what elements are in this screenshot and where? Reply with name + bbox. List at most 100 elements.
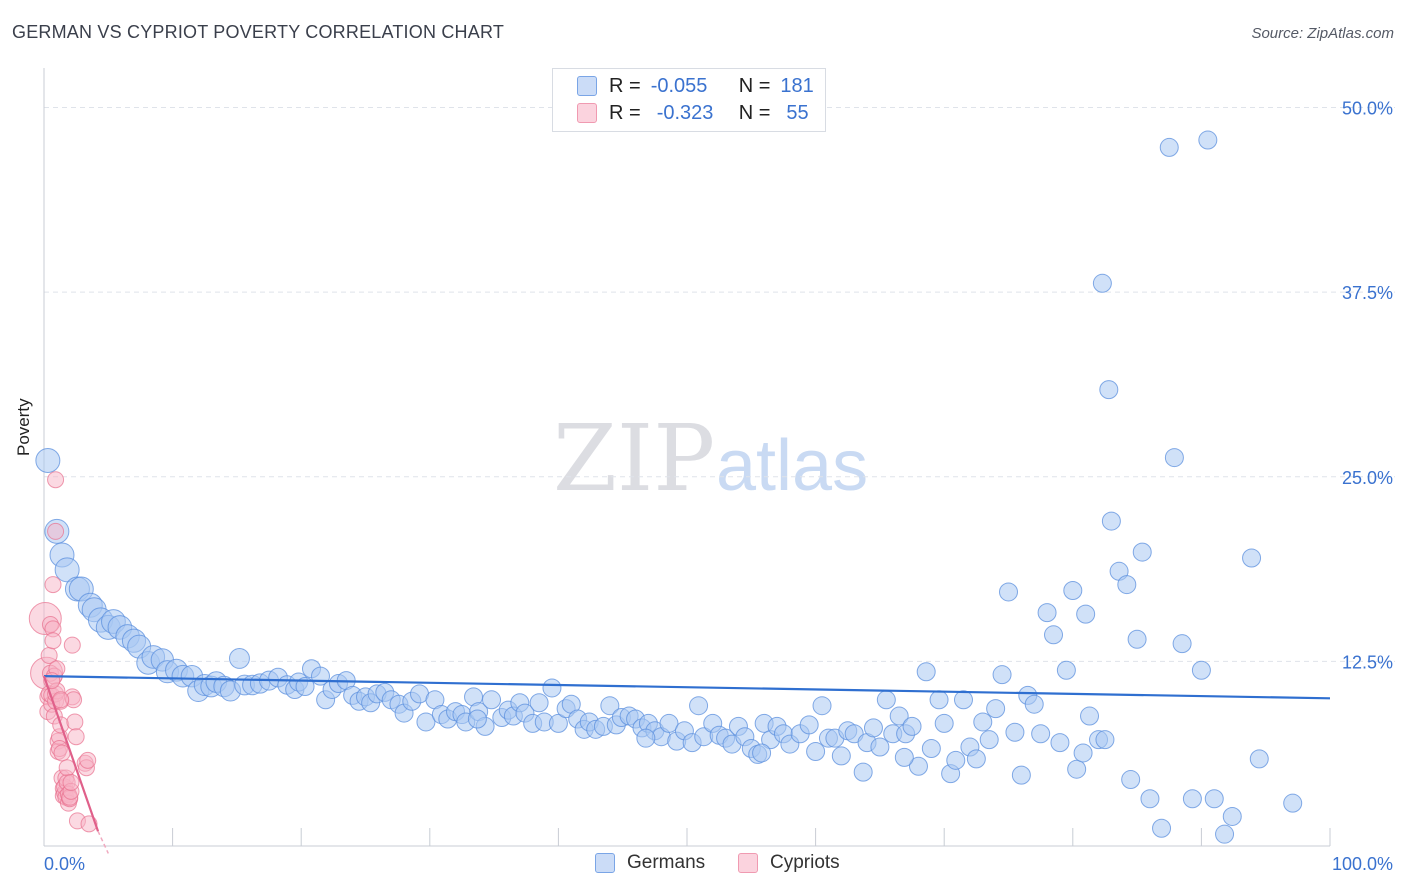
x-tick-label: 100.0% <box>1332 854 1393 874</box>
german-point <box>752 743 772 763</box>
german-point <box>54 557 80 583</box>
german-point <box>1092 273 1112 293</box>
german-point <box>1172 634 1192 654</box>
y-tick-label: 50.0% <box>1342 99 1393 119</box>
correlation-legend: R = -0.055 N = 181 R = -0.323 N = 55 <box>552 68 826 132</box>
legend-swatch-germans <box>577 76 597 96</box>
german-point <box>986 699 1006 719</box>
german-point <box>659 713 679 733</box>
watermark-atlas: atlas <box>716 426 868 506</box>
german-point <box>1011 765 1031 785</box>
series-legend-cypriots: Cypriots <box>738 852 840 874</box>
german-point <box>929 690 949 710</box>
german-point <box>1121 770 1141 790</box>
cypriot-point <box>47 471 65 489</box>
legend-r-value: -0.323 <box>656 101 714 124</box>
german-point <box>1067 759 1087 779</box>
german-point <box>806 741 826 761</box>
cypriot-point <box>53 744 71 762</box>
series-legend-germans: Germans <box>595 852 705 874</box>
german-point <box>1031 724 1051 744</box>
german-point <box>1073 743 1093 763</box>
german-point <box>1159 137 1179 157</box>
cypriot-point <box>62 773 80 791</box>
german-point <box>1080 706 1100 726</box>
german-point <box>908 756 928 776</box>
legend-n-label: N = <box>738 74 771 97</box>
german-point <box>973 712 993 732</box>
series-swatch-germans <box>595 853 615 873</box>
german-point <box>636 728 656 748</box>
german-point <box>295 676 315 696</box>
legend-swatch-cypriots <box>577 103 597 123</box>
cypriot-point <box>44 632 62 650</box>
cypriot-point <box>44 576 62 594</box>
german-point <box>1099 380 1119 400</box>
watermark-zip: ZIP <box>553 405 715 512</box>
german-point <box>1101 511 1121 531</box>
y-tick-label: 12.5% <box>1342 652 1393 672</box>
trendline-cypriots-extension <box>97 830 109 854</box>
german-point <box>529 693 549 713</box>
german-point <box>1056 660 1076 680</box>
german-point <box>992 665 1012 685</box>
german-point <box>1050 733 1070 753</box>
y-axis-label: Poverty <box>14 398 33 456</box>
german-point <box>999 582 1018 602</box>
german-point <box>1005 722 1025 742</box>
german-point <box>1024 694 1044 714</box>
y-tick-label: 37.5% <box>1342 283 1393 303</box>
legend-r-label: R = <box>609 101 641 124</box>
german-point <box>1132 542 1152 562</box>
german-point <box>482 690 502 710</box>
german-point <box>876 690 896 710</box>
german-point <box>689 696 709 716</box>
cypriot-point <box>66 713 84 731</box>
german-point <box>916 662 936 682</box>
german-point <box>1191 660 1211 680</box>
german-point <box>921 739 941 759</box>
legend-n-value: 55 <box>786 101 809 124</box>
german-point <box>1215 824 1235 844</box>
cypriot-point <box>63 636 81 654</box>
german-point <box>1204 789 1224 809</box>
y-tick-label: 25.0% <box>1342 468 1393 488</box>
series-swatch-cypriots <box>738 853 758 873</box>
german-point <box>889 706 909 726</box>
german-point <box>953 690 973 710</box>
trendline-cypriots <box>42 675 100 832</box>
german-point <box>831 746 851 766</box>
cypriot-point <box>79 751 97 769</box>
series-legend: Germans Cypriots <box>0 852 1406 878</box>
legend-row-cypriots: R = -0.323 N = 55 <box>577 101 809 125</box>
german-point <box>548 713 568 733</box>
german-point <box>853 762 873 782</box>
german-point <box>1140 789 1160 809</box>
german-point <box>863 718 883 738</box>
german-point <box>1182 789 1202 809</box>
legend-r-label: R = <box>609 74 641 97</box>
german-point <box>1164 448 1184 468</box>
german-point <box>812 696 832 716</box>
legend-r-value: -0.055 <box>650 74 708 97</box>
german-point <box>1198 130 1218 150</box>
x-tick-label: 0.0% <box>44 854 85 874</box>
german-point <box>1242 548 1262 568</box>
german-point <box>1117 575 1137 595</box>
german-point <box>870 737 890 757</box>
german-point <box>1222 806 1242 826</box>
series-label-germans: Germans <box>627 852 706 873</box>
german-point <box>1095 730 1115 750</box>
german-point <box>1063 580 1083 600</box>
german-point <box>467 709 487 729</box>
source-credit: Source: ZipAtlas.com <box>1251 25 1394 42</box>
german-point <box>894 747 914 767</box>
german-point <box>416 712 436 732</box>
legend-n-label: N = <box>738 101 771 124</box>
german-point <box>229 647 250 669</box>
trendline-germans <box>43 675 1331 700</box>
german-point <box>35 448 61 474</box>
german-point <box>966 749 986 769</box>
cypriot-point <box>58 759 76 777</box>
